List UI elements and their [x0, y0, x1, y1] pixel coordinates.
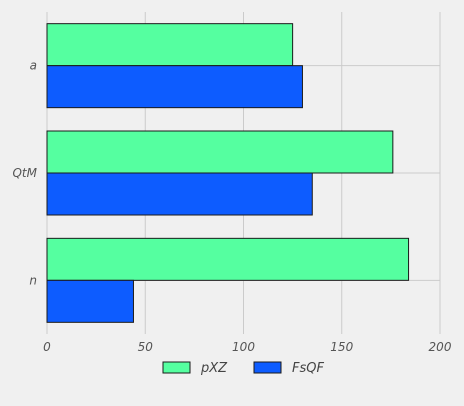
- legend-swatch-FsQF: [253, 361, 282, 374]
- y-tick-label: a: [30, 59, 37, 73]
- legend: pXZ FsQF: [162, 361, 324, 376]
- y-tick-labels: a QtM n: [12, 59, 37, 288]
- y-tick-label: n: [29, 273, 37, 287]
- bar-FsQF-a: [46, 65, 303, 109]
- bars: [46, 23, 410, 323]
- legend-label-FsQF: FsQF: [292, 361, 324, 376]
- x-tick-label: 0: [43, 340, 51, 354]
- bar-pXZ-n: [46, 237, 410, 281]
- x-tick-label: 150: [330, 340, 353, 354]
- x-tick-labels: 0 50 100 150 200: [43, 340, 452, 354]
- legend-label-pXZ: pXZ: [200, 361, 228, 376]
- bar-pXZ-a: [46, 23, 294, 67]
- legend-swatch-pXZ: [162, 361, 191, 374]
- x-tick-label: 200: [429, 340, 452, 354]
- x-tick-label: 100: [232, 340, 255, 354]
- x-tick-label: 50: [138, 340, 154, 354]
- bar-pXZ-QtM: [46, 130, 394, 174]
- bar-FsQF-n: [46, 279, 134, 323]
- y-tick-label: QtM: [12, 166, 37, 180]
- bar-FsQF-QtM: [46, 172, 313, 216]
